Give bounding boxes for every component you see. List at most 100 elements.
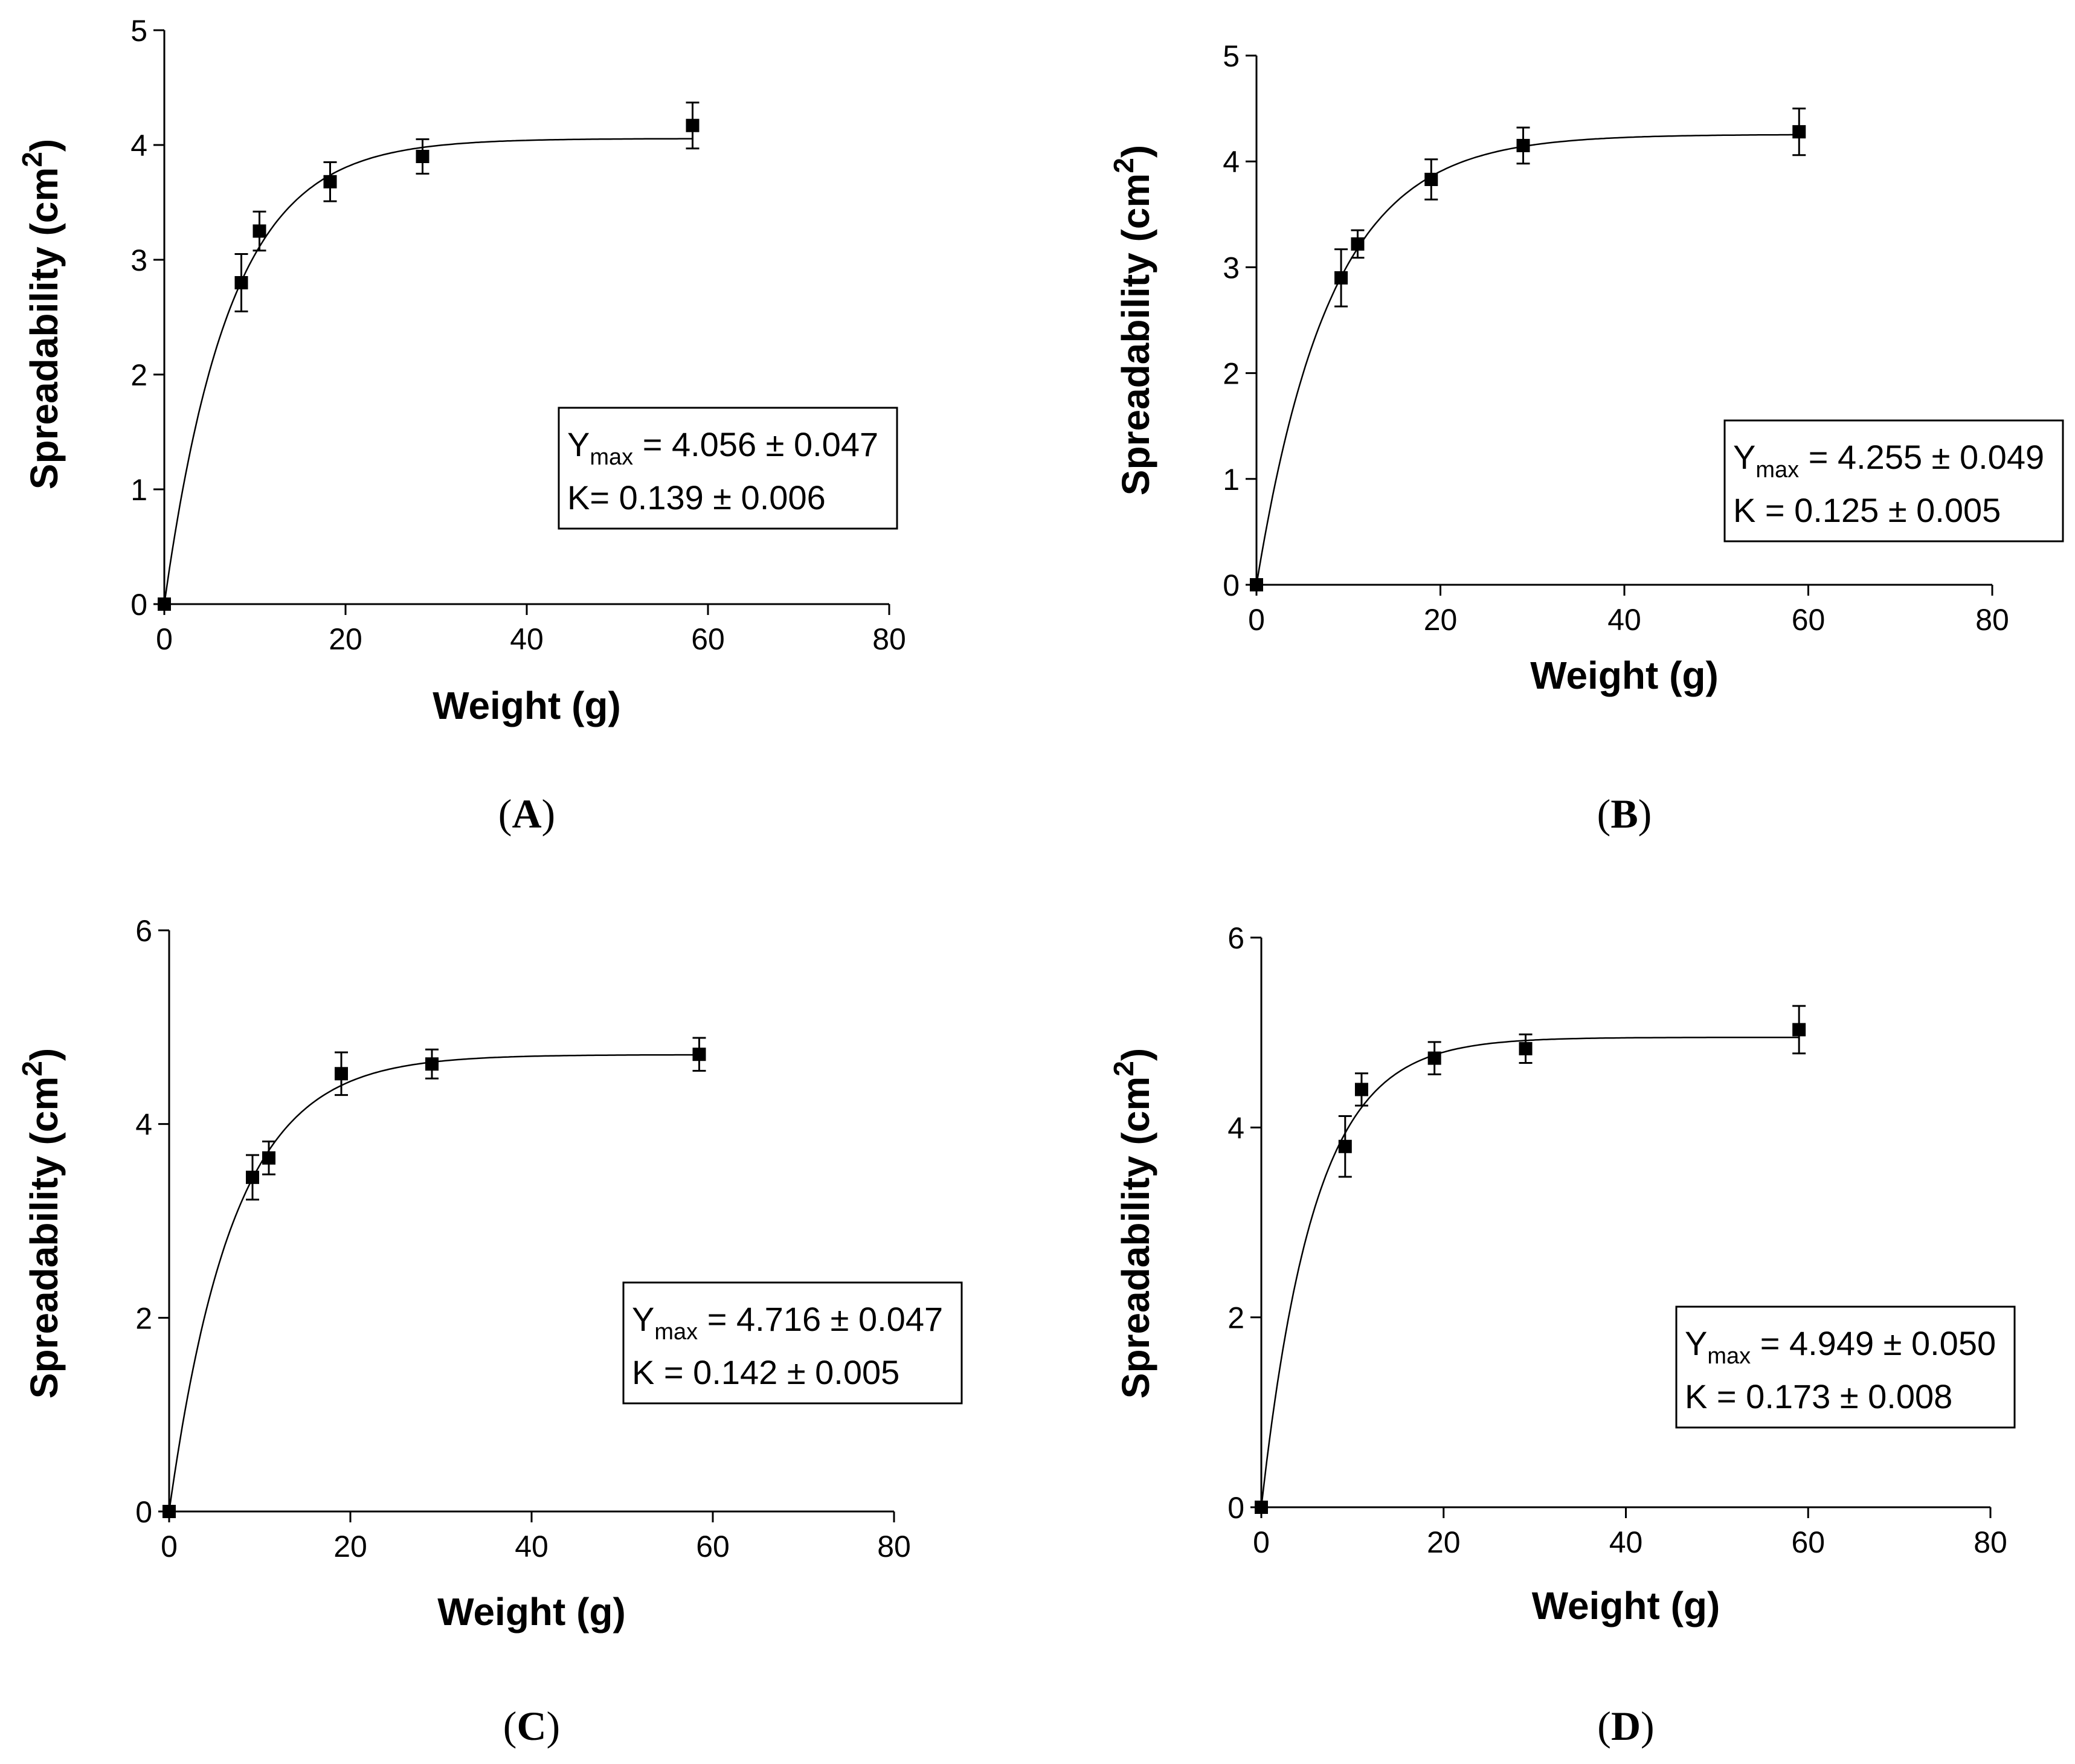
y-axis-title-close: ): [22, 139, 66, 152]
ymax-subscript: max: [1707, 1344, 1751, 1369]
panel-label-open: (: [1597, 1703, 1611, 1749]
panel-label-open: (: [1597, 791, 1611, 837]
x-axis-title: Weight (g): [437, 1590, 626, 1634]
y-axis-title: Spreadability (cm2): [16, 139, 66, 489]
y-axis-title-main: Spreadability (cm: [1114, 1077, 1157, 1399]
data-point: [686, 118, 700, 132]
y-tick-label: 1: [1223, 463, 1240, 497]
ymax-value: Ymax = 4.056 ± 0.047: [567, 425, 878, 470]
y-tick-label: 6: [135, 914, 152, 948]
panel-label-A: (A): [498, 791, 555, 837]
data-point: [1516, 138, 1530, 152]
y-tick-label: 2: [1227, 1301, 1244, 1335]
data-point: [158, 597, 171, 611]
ymax-value: Ymax = 4.949 ± 0.050: [1685, 1324, 1996, 1369]
y-tick-label: 1: [130, 473, 147, 507]
data-point: [416, 150, 429, 163]
panel-label-open: (: [503, 1703, 517, 1749]
data-point: [1519, 1041, 1533, 1055]
panel-label-close: ): [1641, 1703, 1655, 1749]
parameter-box: [622, 1281, 963, 1405]
y-axis-title-superscript: 2: [16, 1061, 48, 1077]
data-point: [1334, 271, 1348, 285]
x-tick-label: 80: [1975, 603, 2009, 637]
x-tick-label: 40: [1609, 1525, 1643, 1559]
y-tick-label: 0: [130, 588, 147, 622]
ymax-value: Ymax = 4.255 ± 0.049: [1733, 438, 2044, 483]
panel-label-D: (D): [1597, 1703, 1654, 1749]
y-axis-title: Spreadability (cm2): [16, 1048, 66, 1399]
y-tick-label: 5: [1223, 39, 1240, 73]
y-axis-title-main: Spreadability (cm: [22, 1077, 66, 1399]
fit-curve: [1255, 134, 1800, 585]
y-axis-title-superscript: 2: [16, 152, 48, 167]
x-tick-label: 60: [691, 622, 725, 656]
data-point: [1792, 125, 1806, 139]
data-point: [1354, 1083, 1368, 1096]
y-tick-label: 4: [1223, 145, 1240, 179]
ymax-text: = 4.056 ± 0.047: [633, 425, 878, 463]
x-tick-label: 20: [333, 1530, 367, 1563]
y-tick-label: 0: [1223, 568, 1240, 602]
k-value: K = 0.173 ± 0.008: [1685, 1377, 1952, 1415]
data-point: [692, 1048, 706, 1061]
x-axis-title: Weight (g): [1530, 654, 1719, 697]
panel-label-letter: A: [512, 791, 541, 837]
y-axis-title-superscript: 2: [1108, 158, 1139, 173]
y-tick-label: 4: [1227, 1111, 1244, 1145]
x-tick-label: 40: [1607, 603, 1641, 637]
panel-label-close: ): [1638, 791, 1652, 837]
panel-label-letter: B: [1610, 791, 1638, 837]
parameter-box: [1723, 419, 2064, 542]
data-point: [1338, 1139, 1352, 1153]
k-value: K= 0.139 ± 0.006: [567, 478, 826, 517]
y-tick-label: 5: [130, 14, 147, 48]
data-point: [1792, 1023, 1806, 1037]
chart-panel-A: 0 20 40 60 80 0 1 2 3 4 5 Weight (g) Spreadability (…: [16, 14, 906, 837]
y-tick-label: 2: [130, 358, 147, 392]
y-tick-label: 6: [1227, 921, 1244, 955]
ymax-subscript: max: [590, 445, 633, 470]
y-axis-title: Spreadability (cm2): [1108, 1048, 1157, 1399]
y-axis-title-superscript: 2: [1108, 1061, 1139, 1077]
ymax-text: = 4.255 ± 0.049: [1799, 438, 2044, 476]
x-tick-label: 60: [696, 1530, 730, 1563]
k-value: K = 0.125 ± 0.005: [1733, 491, 2001, 529]
data-point: [1255, 1501, 1268, 1514]
ymax-symbol: Y: [567, 425, 590, 463]
y-axis-title: Spreadability (cm2): [1108, 145, 1157, 495]
panel-label-letter: C: [516, 1703, 546, 1749]
data-point: [1351, 237, 1365, 251]
x-tick-label: 40: [510, 622, 544, 656]
x-tick-label: 40: [515, 1530, 549, 1563]
x-tick-label: 0: [1253, 1525, 1270, 1559]
x-axis-title: Weight (g): [433, 684, 621, 727]
x-tick-label: 20: [1427, 1525, 1461, 1559]
x-axis-title: Weight (g): [1532, 1584, 1720, 1627]
x-tick-label: 80: [872, 622, 906, 656]
y-axis-title-close: ): [1114, 1048, 1157, 1061]
y-tick-label: 3: [130, 243, 147, 277]
y-tick-label: 2: [1223, 357, 1240, 391]
data-point: [335, 1067, 348, 1081]
y-tick-label: 3: [1223, 251, 1240, 285]
k-value: K = 0.142 ± 0.005: [632, 1353, 899, 1391]
x-tick-label: 0: [161, 1530, 178, 1563]
panel-label-C: (C): [503, 1703, 560, 1749]
x-tick-label: 80: [1974, 1525, 2007, 1559]
data-point: [1250, 578, 1263, 591]
y-axis-title-main: Spreadability (cm: [1114, 173, 1157, 496]
data-point: [162, 1505, 176, 1518]
chart-panel-C: 0 20 40 60 80 0 2 4 6 Weight (g) Spreadability (cm…: [16, 914, 963, 1749]
parameter-box: [558, 407, 898, 530]
y-tick-label: 4: [135, 1108, 152, 1142]
y-axis-title-main: Spreadability (cm: [22, 167, 66, 490]
panel-label-close: ): [547, 1703, 561, 1749]
ymax-text: = 4.716 ± 0.047: [698, 1300, 943, 1338]
parameter-box: [1675, 1305, 2016, 1429]
y-tick-label: 2: [135, 1301, 152, 1335]
y-tick-label: 0: [135, 1495, 152, 1529]
y-tick-label: 0: [1227, 1491, 1244, 1525]
